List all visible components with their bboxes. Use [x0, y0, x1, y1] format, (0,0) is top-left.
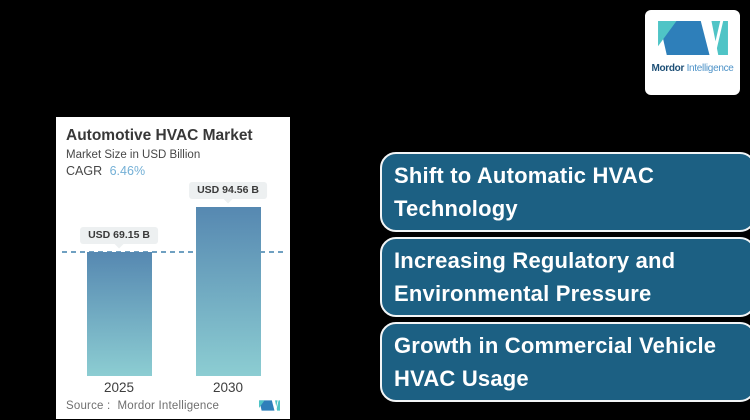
brand-card: Mordor Intelligence — [645, 10, 740, 95]
chart-title: Automotive HVAC Market — [66, 127, 253, 144]
source-value: Mordor Intelligence — [117, 399, 220, 412]
market-chart-card: USD 69.15 B USD 94.56 B Automotive HVAC … — [56, 117, 290, 419]
brand-name-light: Intelligence — [686, 63, 734, 74]
mordor-logo-small-icon — [259, 400, 280, 411]
bar-value-label-2030: USD 94.56 B — [189, 182, 267, 199]
driver-card-regulatory-pressure: Increasing Regulatory and Environmental … — [380, 237, 750, 317]
cagr-row: CAGR 6.46% — [66, 164, 280, 179]
driver-text-line: HVAC Usage — [394, 366, 529, 391]
chart-header: Automotive HVAC Market Market Size in US… — [56, 117, 290, 179]
driver-text-line: Environmental Pressure — [394, 281, 652, 306]
driver-card-commercial-vehicle: Growth in Commercial Vehicle HVAC Usage — [380, 322, 750, 402]
bar-value-label-2025: USD 69.15 B — [80, 227, 158, 244]
bar-2030 — [196, 207, 261, 376]
reference-dashed-line — [62, 251, 286, 253]
chart-subtitle: Market Size in USD Billion — [66, 149, 201, 161]
driver-text-line: Increasing Regulatory and — [394, 248, 676, 273]
source-text: Source : Mordor Intelligence — [66, 400, 219, 412]
cagr-value: 6.46% — [109, 164, 146, 178]
driver-card-automatic-hvac: Shift to Automatic HVAC Technology — [380, 152, 750, 232]
cagr-label: CAGR — [66, 164, 103, 178]
mordor-logo-icon — [657, 21, 728, 55]
x-axis-label-2025: 2025 — [103, 380, 135, 395]
brand-name-bold: Mordor — [651, 63, 685, 74]
source-label: Source : — [66, 399, 111, 412]
brand-name: Mordor Intelligence — [651, 63, 733, 74]
x-axis-label-2030: 2030 — [212, 380, 244, 395]
bar-2025 — [87, 252, 152, 376]
driver-text-line: Shift to Automatic HVAC — [394, 163, 655, 188]
driver-text-line: Technology — [394, 196, 518, 221]
bar-chart-plot: USD 69.15 B USD 94.56 B — [56, 117, 290, 376]
chart-footer: Source : Mordor Intelligence — [66, 398, 280, 413]
driver-text-line: Growth in Commercial Vehicle — [394, 333, 717, 358]
